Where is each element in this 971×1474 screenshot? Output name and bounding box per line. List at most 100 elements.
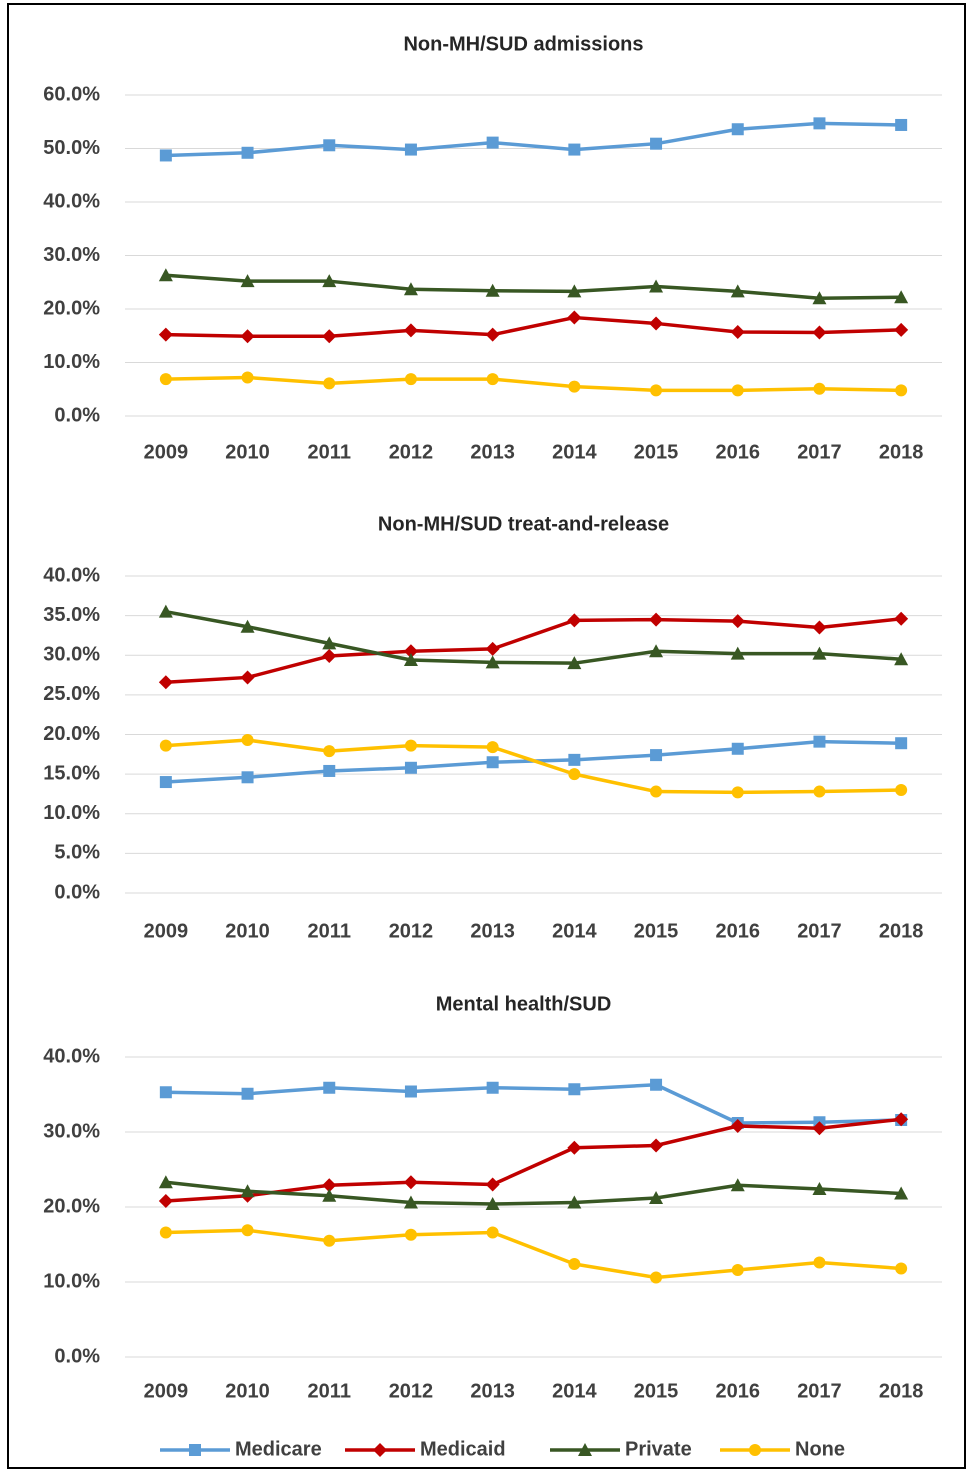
x-tick-label: 2013 [470, 441, 515, 463]
y-tick-label: 35.0% [43, 604, 100, 626]
data-point [731, 384, 744, 397]
data-point [323, 377, 336, 390]
data-point [731, 742, 744, 755]
data-point [403, 1195, 418, 1209]
y-tick-label: 30.0% [43, 644, 100, 666]
series-line [165, 1180, 902, 1206]
data-point [567, 310, 582, 325]
data-point [812, 1182, 827, 1195]
legend-label: Medicare [235, 1438, 322, 1460]
data-point [895, 384, 908, 397]
data-point [567, 1140, 582, 1155]
data-point [241, 771, 254, 784]
x-tick-label: 2016 [716, 920, 761, 942]
x-tick-label: 2014 [552, 1380, 597, 1402]
x-tick-label: 2012 [389, 920, 434, 942]
y-tick-label: 20.0% [43, 297, 100, 319]
data-point [323, 1081, 336, 1094]
x-tick-label: 2017 [797, 920, 842, 942]
x-tick-label: 2010 [225, 441, 270, 463]
data-point [650, 384, 663, 397]
y-tick-label: 5.0% [54, 842, 100, 864]
data-point [650, 137, 663, 150]
data-point [322, 1178, 337, 1193]
data-point [158, 327, 173, 342]
y-tick-label: 40.0% [43, 190, 100, 212]
data-point [241, 146, 254, 159]
data-point [404, 761, 417, 774]
data-point [323, 764, 336, 777]
data-point [568, 143, 581, 156]
data-point [813, 1256, 826, 1269]
data-point [485, 1177, 500, 1192]
data-point [649, 279, 664, 293]
data-point [241, 371, 254, 384]
data-point [486, 741, 499, 754]
data-point [485, 327, 500, 342]
data-point [650, 785, 663, 798]
data-point [158, 1175, 173, 1189]
legend-marker [373, 1443, 387, 1457]
data-point [240, 1184, 255, 1198]
data-point [485, 1197, 500, 1210]
x-tick-label: 2017 [797, 441, 842, 463]
x-tick-label: 2018 [879, 441, 924, 463]
series-line [165, 121, 902, 158]
data-point [730, 325, 745, 340]
data-point [159, 1226, 172, 1239]
data-point [568, 1083, 581, 1096]
data-point [240, 619, 255, 633]
data-point [894, 1186, 909, 1200]
data-point [241, 1087, 254, 1100]
data-point [568, 753, 581, 766]
chart-title: Mental health/SUD [436, 993, 612, 1015]
data-point [895, 737, 908, 750]
data-point [404, 1228, 417, 1241]
data-point [159, 1086, 172, 1099]
data-point [322, 636, 337, 650]
series-line [165, 375, 902, 393]
x-tick-label: 2018 [879, 920, 924, 942]
x-tick-label: 2009 [144, 441, 189, 463]
data-point [159, 373, 172, 386]
data-point [486, 1226, 499, 1239]
data-point [812, 620, 827, 635]
series-line [165, 1228, 902, 1280]
data-point [649, 612, 664, 627]
data-point [731, 123, 744, 136]
x-tick-label: 2014 [552, 441, 597, 463]
x-tick-label: 2011 [308, 1380, 351, 1402]
data-point [323, 745, 336, 758]
y-tick-label: 15.0% [43, 762, 100, 784]
y-tick-label: 30.0% [43, 244, 100, 266]
x-tick-label: 2012 [389, 1380, 434, 1402]
data-point [730, 284, 745, 298]
y-tick-label: 10.0% [43, 802, 100, 824]
data-point [241, 1224, 254, 1237]
y-tick-label: 40.0% [43, 1045, 100, 1067]
data-point [650, 1271, 663, 1284]
data-point [812, 646, 827, 660]
legend-label: Medicaid [420, 1438, 506, 1460]
data-point [895, 1262, 908, 1275]
data-point [895, 783, 908, 796]
x-tick-label: 2013 [470, 920, 515, 942]
x-tick-label: 2017 [797, 1380, 842, 1402]
y-tick-label: 20.0% [43, 723, 100, 745]
x-tick-label: 2010 [225, 1380, 270, 1402]
y-tick-label: 10.0% [43, 1270, 100, 1292]
legend-label: None [795, 1438, 845, 1460]
data-point [649, 1138, 664, 1153]
data-point [322, 649, 337, 664]
data-point [240, 274, 255, 288]
data-point [894, 290, 909, 304]
data-point [240, 329, 255, 344]
y-tick-label: 10.0% [43, 351, 100, 373]
data-point [812, 291, 827, 305]
data-point [403, 1175, 418, 1190]
y-tick-label: 30.0% [43, 1120, 100, 1142]
y-tick-label: 20.0% [43, 1195, 100, 1217]
data-point [813, 382, 826, 395]
data-point [322, 329, 337, 344]
y-tick-label: 60.0% [43, 83, 100, 105]
